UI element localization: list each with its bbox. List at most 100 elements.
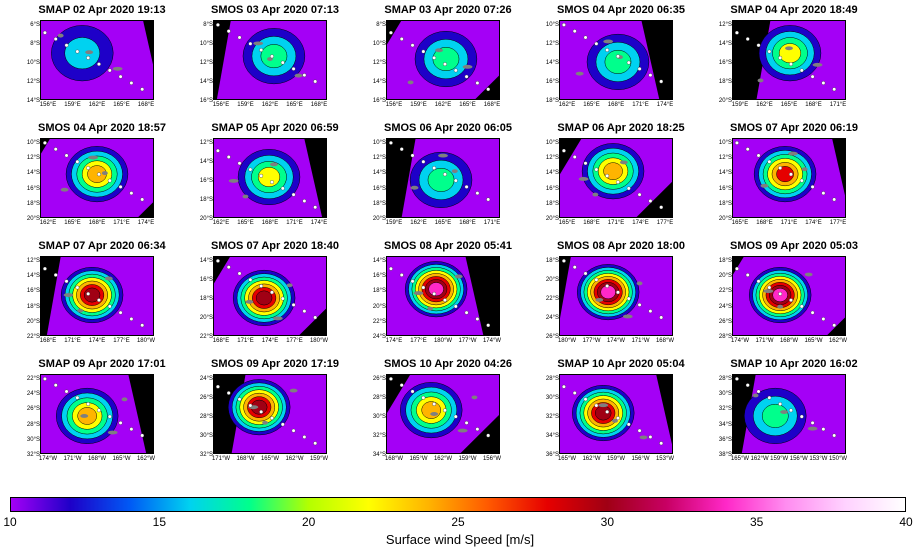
colorbar-tick: 15 xyxy=(152,515,167,529)
wind-map xyxy=(386,256,500,336)
wind-map xyxy=(213,256,327,336)
land-patch xyxy=(752,393,759,398)
wind-contour xyxy=(427,167,455,192)
lat-label: 8°S xyxy=(376,22,386,28)
lon-label: 153°W xyxy=(655,456,675,462)
track-point xyxy=(432,55,437,60)
track-point xyxy=(107,304,112,309)
lat-label: 20°S xyxy=(545,277,559,283)
lon-label: 171°W xyxy=(755,338,774,344)
track-point xyxy=(216,258,220,263)
lon-label: 165°W xyxy=(409,456,428,462)
lat-label: 16°S xyxy=(26,288,40,295)
track-point xyxy=(605,48,610,52)
lon-label: 162°W xyxy=(136,456,156,462)
track-point xyxy=(626,60,631,65)
swath-panel: SMOS 10 Apr 2020 04:26 26°S 28°S 30°S 32°S 34… xyxy=(368,358,516,470)
wind-contour xyxy=(595,405,612,421)
land-patch xyxy=(785,46,793,51)
lon-label: 162°E xyxy=(434,102,452,108)
wind-map xyxy=(213,138,327,218)
lon-label: 168°E xyxy=(583,220,600,226)
lat-label: 14°S xyxy=(372,170,386,177)
track-point xyxy=(756,389,761,394)
track-point xyxy=(486,197,491,202)
swath-panel: SMOS 04 Apr 2020 18:57 10°S 12°S 14°S 16°S 18… xyxy=(22,122,170,234)
track-point xyxy=(810,310,815,315)
track-point xyxy=(572,155,577,159)
lat-label: 12°S xyxy=(199,140,213,146)
colorbar-tick: 35 xyxy=(749,515,764,529)
land-patch xyxy=(760,183,769,188)
lon-label: 168°E xyxy=(137,102,155,108)
track-point xyxy=(237,397,242,402)
track-point xyxy=(583,35,588,40)
lat-label: 8°S xyxy=(203,22,213,28)
track-point xyxy=(291,66,296,71)
lon-label: 159°E xyxy=(410,102,427,108)
lon-label: 168°E xyxy=(483,102,501,108)
track-point xyxy=(562,258,566,263)
land-patch xyxy=(85,50,94,55)
wind-contour xyxy=(255,290,273,306)
lon-label: 165°E xyxy=(558,220,576,226)
colorbar-tick: 40 xyxy=(899,515,913,529)
track-point xyxy=(767,395,772,400)
lon-label: 177°W xyxy=(582,338,601,344)
track-point xyxy=(594,167,599,172)
track-point xyxy=(605,173,610,178)
track-point xyxy=(486,87,491,92)
lat-label: 20°S xyxy=(372,303,386,310)
land-patch xyxy=(780,410,789,414)
track-point xyxy=(464,420,469,425)
land-patch xyxy=(595,297,604,302)
lon-label: 165°E xyxy=(113,102,130,108)
land-patch xyxy=(57,33,64,38)
track-point xyxy=(389,376,393,381)
track-point xyxy=(464,310,469,315)
lon-label: 168°E xyxy=(805,102,822,108)
track-point xyxy=(270,290,274,295)
lon-label: 168°E xyxy=(607,102,625,108)
land-patch xyxy=(272,316,283,321)
lat-label: 10°S xyxy=(372,41,386,47)
track-point xyxy=(745,147,750,152)
track-point xyxy=(659,205,664,210)
no-data-region xyxy=(656,375,672,453)
lon-label: 153°W xyxy=(809,456,828,462)
track-point xyxy=(129,427,134,432)
track-point xyxy=(248,41,253,46)
land-patch xyxy=(471,395,478,400)
track-point xyxy=(410,43,415,48)
lat-label: 16°S xyxy=(26,185,40,192)
wind-map xyxy=(40,20,154,100)
track-point xyxy=(226,265,231,270)
land-patch xyxy=(619,160,628,165)
track-point xyxy=(464,184,469,189)
lat-label: 34°S xyxy=(372,452,386,458)
lat-label: 32°S xyxy=(26,452,40,458)
lon-label: 174°E xyxy=(88,338,106,344)
track-point xyxy=(75,159,80,164)
track-point xyxy=(778,402,783,406)
land-patch xyxy=(430,412,439,416)
lat-label: 14°S xyxy=(545,60,559,66)
track-point xyxy=(648,309,653,314)
wind-map xyxy=(559,256,673,336)
track-point xyxy=(399,273,404,277)
track-point xyxy=(735,266,739,271)
track-point xyxy=(280,422,285,427)
lon-label: 171°W xyxy=(631,338,650,344)
wind-map xyxy=(40,138,154,218)
land-patch xyxy=(451,169,458,174)
lon-label: 165°E xyxy=(237,220,254,226)
lat-label: 14°S xyxy=(718,41,732,47)
lon-label: 171°E xyxy=(64,338,81,344)
track-point xyxy=(767,285,772,290)
track-point xyxy=(302,73,307,78)
track-point xyxy=(799,68,804,73)
panel-title: SMAP 05 Apr 2020 06:59 xyxy=(211,122,339,134)
track-point xyxy=(43,266,47,271)
lat-label: 14°S xyxy=(26,170,40,177)
lat-label: 10°S xyxy=(718,140,732,146)
